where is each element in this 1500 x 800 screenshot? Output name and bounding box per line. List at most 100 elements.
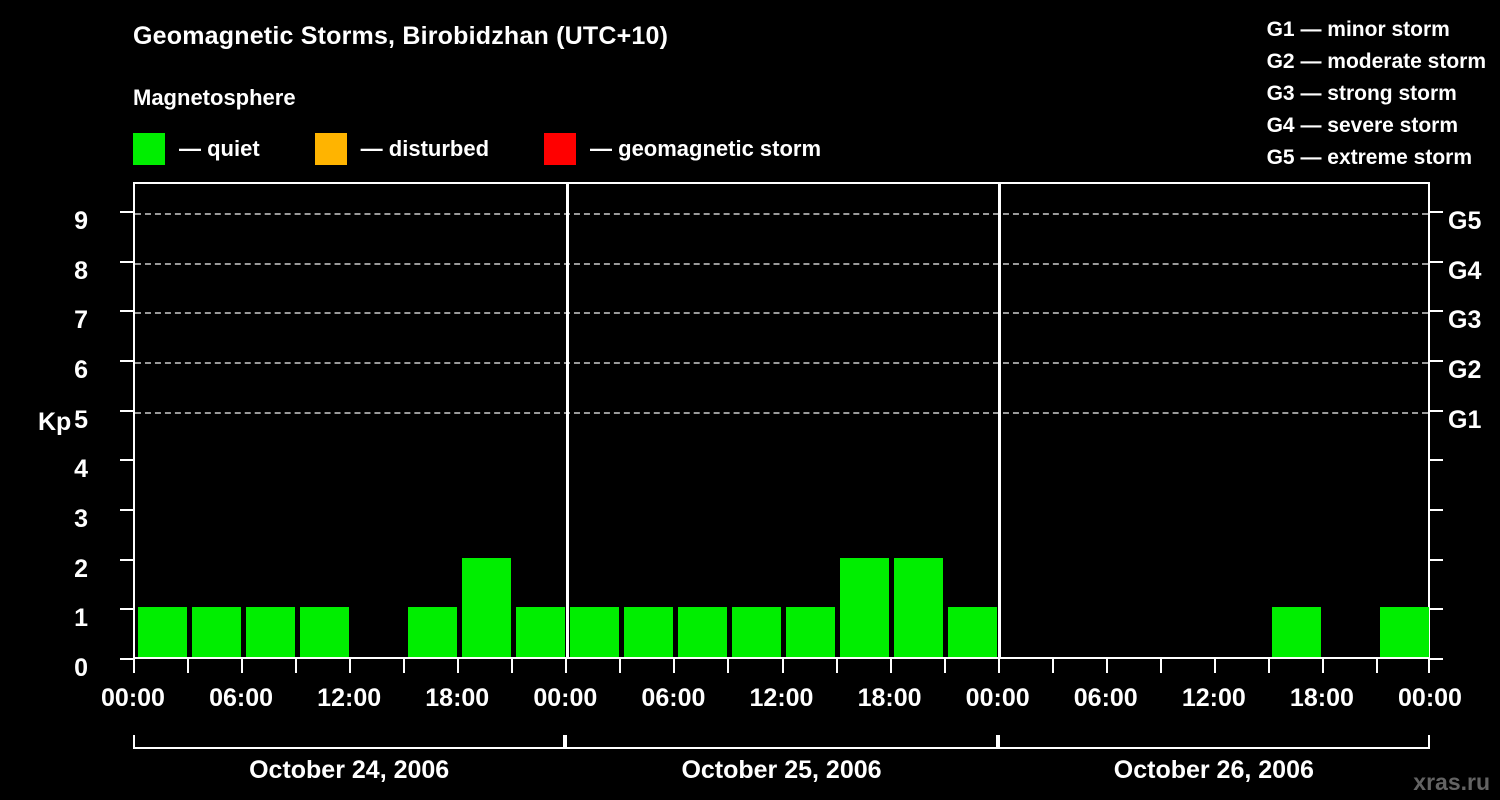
date-bracket-3 [997, 735, 1430, 749]
gscale-line-2: G2 — moderate storm [1266, 50, 1486, 73]
bar [731, 607, 781, 657]
gridline-kp-9 [135, 212, 1428, 215]
bars-layer [135, 184, 1430, 657]
legend-item-storm: — geomagnetic storm [544, 133, 821, 165]
x-tick-label-72: 00:00 [1398, 684, 1462, 712]
bar [515, 607, 565, 657]
x-tick-mark-6 [241, 659, 244, 673]
date-bracket-1 [133, 735, 566, 749]
bar [786, 607, 836, 657]
bar [569, 607, 619, 657]
x-tick-mark-57 [1159, 659, 1162, 673]
day-divider-1 [565, 184, 569, 657]
plot-area [133, 182, 1430, 659]
y-tick-mark-9 [120, 210, 134, 213]
right-tick-mark-8 [1429, 260, 1443, 263]
x-tick-label-18: 18:00 [425, 684, 490, 712]
x-tick-label-60: 12:00 [1181, 684, 1246, 712]
x-tick-mark-36 [781, 659, 784, 673]
x-tick-mark-18 [457, 659, 460, 673]
y-tick-mark-2 [120, 558, 134, 561]
x-tick-mark-42 [889, 659, 892, 673]
x-tick-label-42: 18:00 [857, 684, 922, 712]
watermark: xras.ru [1413, 769, 1490, 795]
y-tick-mark-0 [120, 658, 134, 660]
right-tick-mark-5 [1429, 409, 1443, 412]
x-tick-label-66: 18:00 [1289, 684, 1354, 712]
right-tick-mark-7 [1429, 310, 1443, 313]
y-axis-label: Kp [38, 408, 72, 436]
right-tick-mark-9 [1429, 210, 1443, 213]
x-tick-mark-51 [1051, 659, 1054, 673]
bar [407, 607, 457, 657]
bar [948, 607, 998, 657]
legend: — quiet — disturbed — geomagnetic storm [133, 133, 821, 165]
x-tick-label-12: 12:00 [317, 684, 382, 712]
legend-item-disturbed: — disturbed [314, 133, 490, 165]
y-tick-mark-8 [120, 260, 134, 263]
legend-heading: Magnetosphere [133, 85, 296, 110]
x-tick-mark-24 [565, 659, 568, 673]
right-tick-mark-0 [1429, 658, 1443, 660]
x-tick-mark-12 [349, 659, 352, 673]
gscale-line-1: G1 — minor storm [1266, 18, 1450, 41]
gridline-kp-7 [135, 312, 1428, 315]
x-tick-label-24: 00:00 [533, 684, 598, 712]
bar [623, 607, 673, 657]
right-tick-mark-4 [1429, 459, 1443, 462]
gridline-kp-8 [135, 262, 1428, 265]
x-tick-mark-0 [133, 659, 135, 673]
bar [840, 557, 890, 657]
gscale-line-3: G3 — strong storm [1266, 82, 1457, 105]
x-tick-mark-33 [727, 659, 730, 673]
gscale-line-4: G4 — severe storm [1266, 114, 1459, 137]
legend-item-quiet: — quiet [133, 133, 260, 165]
y-tick-mark-1 [120, 608, 134, 611]
right-tick-mark-3 [1429, 508, 1443, 511]
bar [677, 607, 727, 657]
bar [1272, 607, 1322, 657]
x-tick-mark-72 [1428, 659, 1430, 673]
x-tick-label-54: 06:00 [1073, 684, 1138, 712]
bar [245, 607, 295, 657]
day-divider-2 [998, 184, 1002, 657]
legend-swatch-disturbed-icon [314, 133, 347, 165]
right-tick-mark-6 [1429, 359, 1443, 362]
x-tick-mark-27 [619, 659, 622, 673]
x-tick-label-36: 12:00 [749, 684, 814, 712]
legend-label-storm: — geomagnetic storm [590, 136, 822, 161]
legend-swatch-quiet-icon [133, 133, 165, 165]
y-tick-mark-7 [120, 310, 134, 313]
y-tick-mark-3 [120, 508, 134, 511]
legend-label-quiet: — quiet [179, 136, 260, 161]
x-tick-mark-21 [511, 659, 514, 673]
x-tick-mark-69 [1375, 659, 1378, 673]
date-label-2: October 25, 2006 [681, 756, 882, 784]
x-tick-mark-54 [1105, 659, 1108, 673]
day-dividers [135, 184, 1428, 657]
page-title: Geomagnetic Storms, Birobidzhan (UTC+10) [133, 22, 669, 50]
x-tick-mark-66 [1321, 659, 1324, 673]
legend-label-disturbed: — disturbed [360, 136, 490, 161]
bar [894, 557, 944, 657]
bar [191, 607, 241, 657]
x-tick-label-30: 06:00 [641, 684, 706, 712]
gridline-kp-6 [135, 361, 1428, 364]
date-bracket-2 [565, 735, 998, 749]
y-tick-mark-4 [120, 459, 134, 462]
x-tick-label-6: 06:00 [209, 684, 274, 712]
gridlines [135, 184, 1428, 657]
x-tick-mark-3 [187, 659, 190, 673]
bar [299, 607, 349, 657]
legend-swatch-storm-icon [544, 133, 577, 165]
x-tick-label-0: 00:00 [101, 684, 165, 712]
x-tick-mark-39 [835, 659, 838, 673]
gridline-kp-5 [135, 411, 1428, 414]
x-tick-mark-30 [673, 659, 676, 673]
date-label-1: October 24, 2006 [249, 756, 450, 784]
bar [461, 557, 511, 657]
x-tick-mark-45 [943, 659, 946, 673]
x-tick-label-48: 00:00 [965, 684, 1030, 712]
x-tick-mark-15 [403, 659, 406, 673]
x-tick-mark-48 [997, 659, 1000, 673]
